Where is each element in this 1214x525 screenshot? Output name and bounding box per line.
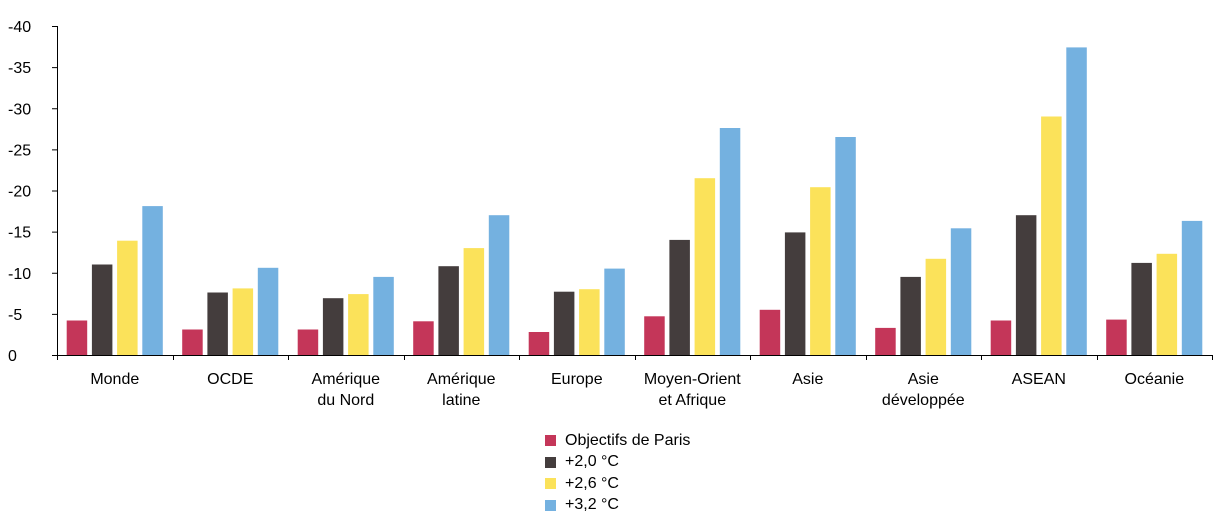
bar-3-10	[1156, 253, 1178, 355]
x-tick-label: ASEAN	[1012, 371, 1066, 388]
bar-1-8	[875, 327, 896, 355]
bar-3-1	[117, 240, 138, 355]
bar-3-6	[694, 178, 716, 355]
bar-1-1	[66, 320, 88, 355]
x-tick-label: Océanie	[1125, 371, 1185, 388]
y-tick-label: -30	[8, 101, 31, 118]
bar-2-9	[1015, 215, 1037, 355]
bar-2-1	[91, 264, 113, 355]
bar-3-8	[925, 258, 947, 355]
bars-group	[66, 47, 1203, 356]
legend-swatch	[545, 499, 556, 511]
bar-2-5	[553, 291, 575, 355]
bar-4-6	[719, 128, 741, 355]
x-tick-label: et Afrique	[658, 392, 726, 409]
legend-label: +2,0 °C	[565, 453, 619, 471]
bar-4-1	[142, 206, 163, 355]
x-tick-label: Amérique	[312, 371, 381, 388]
bar-2-7	[784, 232, 806, 355]
bar-3-3	[348, 294, 369, 355]
legend: Objectifs de Paris +2,0 °C +2,6 °C +3,2 °C	[545, 430, 845, 516]
x-tick-label: Europe	[551, 371, 603, 388]
y-tick-label: -20	[8, 184, 31, 201]
bar-2-4	[438, 266, 459, 355]
y-tick-label: -35	[8, 60, 31, 77]
legend-swatch	[545, 456, 556, 468]
legend-item-2: +2,0 °C	[545, 452, 845, 474]
x-tick-label: latine	[442, 392, 480, 409]
bar-1-9	[990, 320, 1012, 355]
x-tick-label: Asie	[908, 371, 939, 388]
bar-3-4	[463, 248, 485, 355]
bar-4-5	[604, 268, 625, 355]
bar-4-4	[488, 215, 510, 355]
y-tick-label: -40	[8, 19, 31, 36]
bar-2-8	[900, 276, 921, 355]
legend-label: +2,6 °C	[565, 474, 619, 492]
x-axis: Monde OCDE Amérique du Nord Amérique latine Eu…	[57, 355, 1213, 409]
legend-swatch	[545, 478, 556, 490]
legend-item-4: +3,2 °C	[545, 495, 845, 517]
bar-3-5	[579, 289, 600, 355]
legend-label: Objectifs de Paris	[565, 431, 691, 449]
x-tick-label: Monde	[90, 371, 139, 388]
bar-2-6	[669, 239, 690, 355]
bar-2-2	[207, 292, 228, 355]
bar-4-8	[950, 228, 972, 355]
y-tick-label: -10	[8, 266, 31, 283]
bar-3-7	[810, 187, 831, 355]
x-tick-label: développée	[882, 392, 965, 409]
bar-4-7	[835, 137, 856, 355]
bar-4-3	[373, 276, 394, 355]
bar-3-9	[1041, 116, 1062, 355]
x-tick-label: Asie	[792, 371, 823, 388]
bar-1-10	[1106, 319, 1127, 355]
x-tick-label: Moyen-Orient	[644, 371, 741, 388]
legend-label: +3,2 °C	[565, 496, 619, 514]
bar-2-3	[322, 298, 344, 355]
bar-4-9	[1066, 47, 1087, 356]
x-tick-label: Amérique	[427, 371, 496, 388]
bar-1-4	[413, 321, 434, 355]
bar-4-2	[257, 267, 279, 355]
y-tick-label: -5	[8, 307, 22, 324]
bar-1-7	[759, 309, 781, 355]
bar-2-10	[1131, 262, 1152, 355]
bar-1-6	[644, 316, 665, 355]
bar-1-2	[182, 329, 203, 355]
y-axis: 0 -5 -10 -15 -20 -25 -30 -35 -40	[8, 19, 57, 365]
legend-swatch	[545, 435, 556, 447]
bar-3-2	[232, 288, 254, 355]
y-tick-label: 0	[8, 348, 17, 365]
bar-1-5	[528, 332, 550, 355]
x-tick-label: du Nord	[317, 392, 374, 409]
bar-4-10	[1181, 220, 1203, 355]
legend-item-3: +2,6 °C	[545, 473, 845, 495]
y-tick-label: -15	[8, 225, 31, 242]
y-tick-label: -25	[8, 142, 31, 159]
bar-1-3	[297, 329, 319, 355]
legend-item-1: Objectifs de Paris	[545, 430, 845, 452]
x-tick-label: OCDE	[207, 371, 253, 388]
